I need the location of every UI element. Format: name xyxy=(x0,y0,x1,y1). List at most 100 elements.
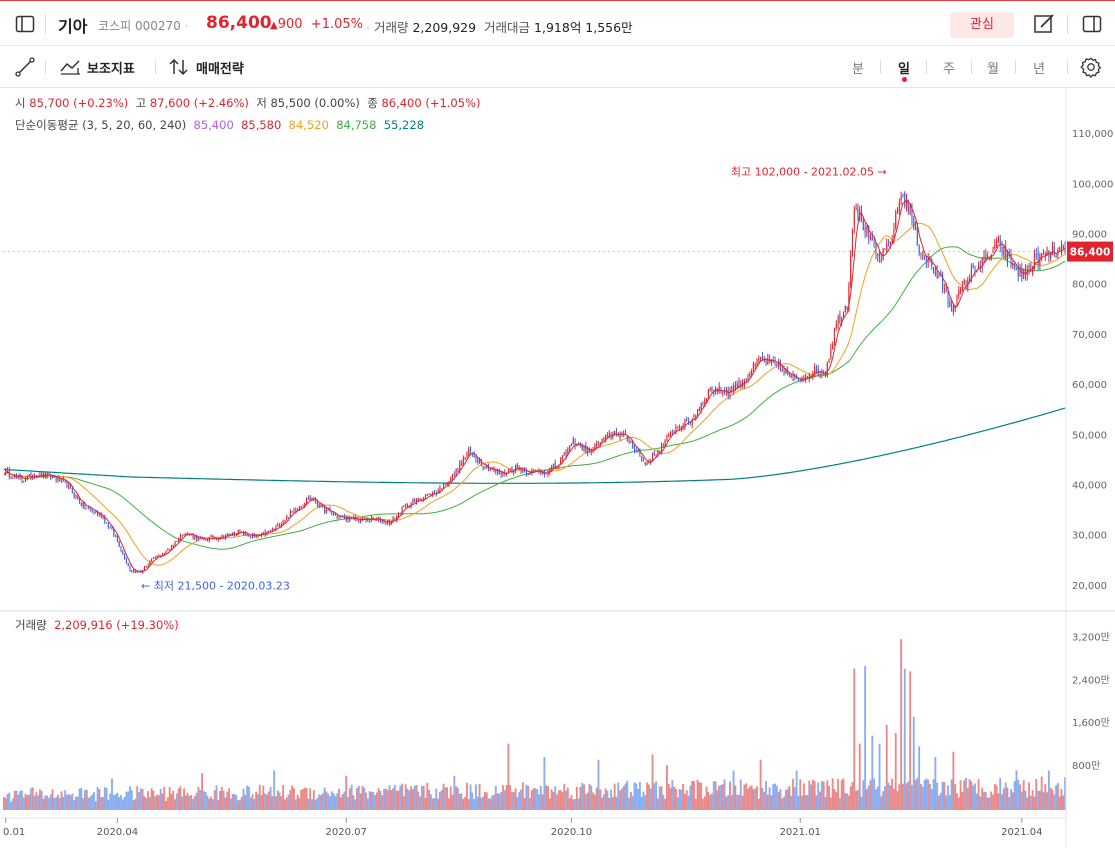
candle-body xyxy=(194,535,196,539)
volume-bar xyxy=(963,780,966,810)
volume-bar xyxy=(966,787,969,810)
volume-bar xyxy=(702,798,704,810)
candle-body xyxy=(134,570,136,573)
volume-bar xyxy=(813,781,816,810)
volume-bar xyxy=(1026,797,1029,810)
candle-body xyxy=(819,371,821,378)
x-tick-label: 2020.07 xyxy=(326,827,367,838)
period-day[interactable]: 일 xyxy=(898,62,910,77)
candle-body xyxy=(695,415,697,418)
divider xyxy=(45,60,46,74)
volume-bar xyxy=(756,786,758,810)
volume-bar xyxy=(184,795,187,810)
volume-bar xyxy=(646,782,649,810)
candle-body xyxy=(542,472,544,474)
strategy-button[interactable]: 매매전략 xyxy=(168,46,258,88)
indicator-button[interactable]: 보조지표 xyxy=(60,46,145,88)
settings-gear-icon[interactable] xyxy=(1080,56,1102,78)
volume-bar xyxy=(134,798,137,810)
ma3-value: 85,400 xyxy=(193,118,234,132)
sidebar-toggle-icon[interactable] xyxy=(15,14,35,34)
volume-tick-label: 800만 xyxy=(1072,760,1100,772)
volume-bar xyxy=(11,798,14,810)
volume-bar xyxy=(258,784,261,810)
active-period-dot xyxy=(902,77,907,82)
volume-bar xyxy=(89,796,92,810)
high-annotation: 최고 102,000 - 2021.02.05 → xyxy=(731,165,887,178)
candle-body xyxy=(783,369,785,376)
candle-body xyxy=(560,459,562,464)
candle-body xyxy=(361,517,363,519)
period-minute[interactable]: 분 xyxy=(852,62,864,77)
candle-body xyxy=(612,434,614,438)
volume-bar xyxy=(833,788,836,810)
candle-body xyxy=(170,546,172,550)
candle-body xyxy=(183,534,185,536)
volume-bar xyxy=(685,790,688,810)
panel-toggle-icon[interactable] xyxy=(1082,14,1102,34)
volume-bar xyxy=(206,795,209,810)
candle-body xyxy=(778,361,780,366)
volume-bar xyxy=(116,792,119,810)
candle-body xyxy=(125,559,127,563)
candle-body xyxy=(979,266,981,268)
period-year[interactable]: 년 xyxy=(1033,62,1045,77)
volume-bar xyxy=(426,782,429,810)
volume-bar xyxy=(17,794,20,810)
candle-body xyxy=(799,380,801,382)
draw-line-icon[interactable] xyxy=(15,57,35,77)
candle-body xyxy=(127,563,129,567)
candle-body xyxy=(129,566,131,571)
volume-bar xyxy=(271,796,274,810)
volume-bar xyxy=(354,799,357,810)
volume-bar xyxy=(266,794,268,810)
candle-body xyxy=(776,363,778,365)
volume-bar xyxy=(352,795,355,810)
candle-body xyxy=(116,536,118,542)
volume-bar xyxy=(723,779,726,810)
volume-bar xyxy=(1051,789,1054,810)
volume-bar xyxy=(761,787,764,810)
edit-icon[interactable] xyxy=(1033,13,1055,35)
volume-bar xyxy=(1017,779,1020,810)
stock-chart[interactable]: 20,000 30,000 40,000 50,000 60,000 70,000 80,0… xyxy=(0,88,1115,851)
volume-bar xyxy=(532,788,535,810)
volume-bar xyxy=(143,796,146,810)
candle-body xyxy=(954,307,956,309)
volume-bar xyxy=(770,795,773,810)
candle-body xyxy=(163,553,165,556)
volume-bar xyxy=(53,798,56,810)
volume-bar xyxy=(166,797,169,810)
volume-bar xyxy=(961,792,964,810)
volume-bar xyxy=(734,785,737,810)
volume-bar xyxy=(975,793,978,810)
volume-bar xyxy=(885,724,888,810)
volume-bar xyxy=(357,785,360,810)
candle-body xyxy=(70,483,72,488)
volume-bar xyxy=(956,793,958,810)
candle-body xyxy=(933,268,935,272)
volume-bar xyxy=(300,789,303,810)
candle-body xyxy=(297,509,299,511)
volume-bar xyxy=(381,795,384,810)
candle-body xyxy=(743,380,745,385)
volume-bar xyxy=(465,782,468,810)
volume-bar xyxy=(197,786,200,810)
candle-body xyxy=(884,248,886,250)
candle-body xyxy=(484,467,486,469)
volume-bar xyxy=(965,777,967,810)
candle-body xyxy=(889,241,891,245)
amount-value: 1,918억 1,556만 xyxy=(534,20,633,35)
volume-bar xyxy=(278,792,281,810)
divider xyxy=(1015,60,1016,74)
candle-body xyxy=(62,477,64,480)
period-week[interactable]: 주 xyxy=(943,62,955,77)
period-month[interactable]: 월 xyxy=(987,62,999,77)
volume-bar xyxy=(413,785,416,810)
volume-bar xyxy=(649,788,652,810)
volume-bar xyxy=(676,797,679,810)
watchlist-button[interactable]: 관심 xyxy=(950,12,1014,38)
volume-bar xyxy=(114,794,117,810)
volume-bar xyxy=(383,789,385,810)
candle-body xyxy=(754,364,756,366)
